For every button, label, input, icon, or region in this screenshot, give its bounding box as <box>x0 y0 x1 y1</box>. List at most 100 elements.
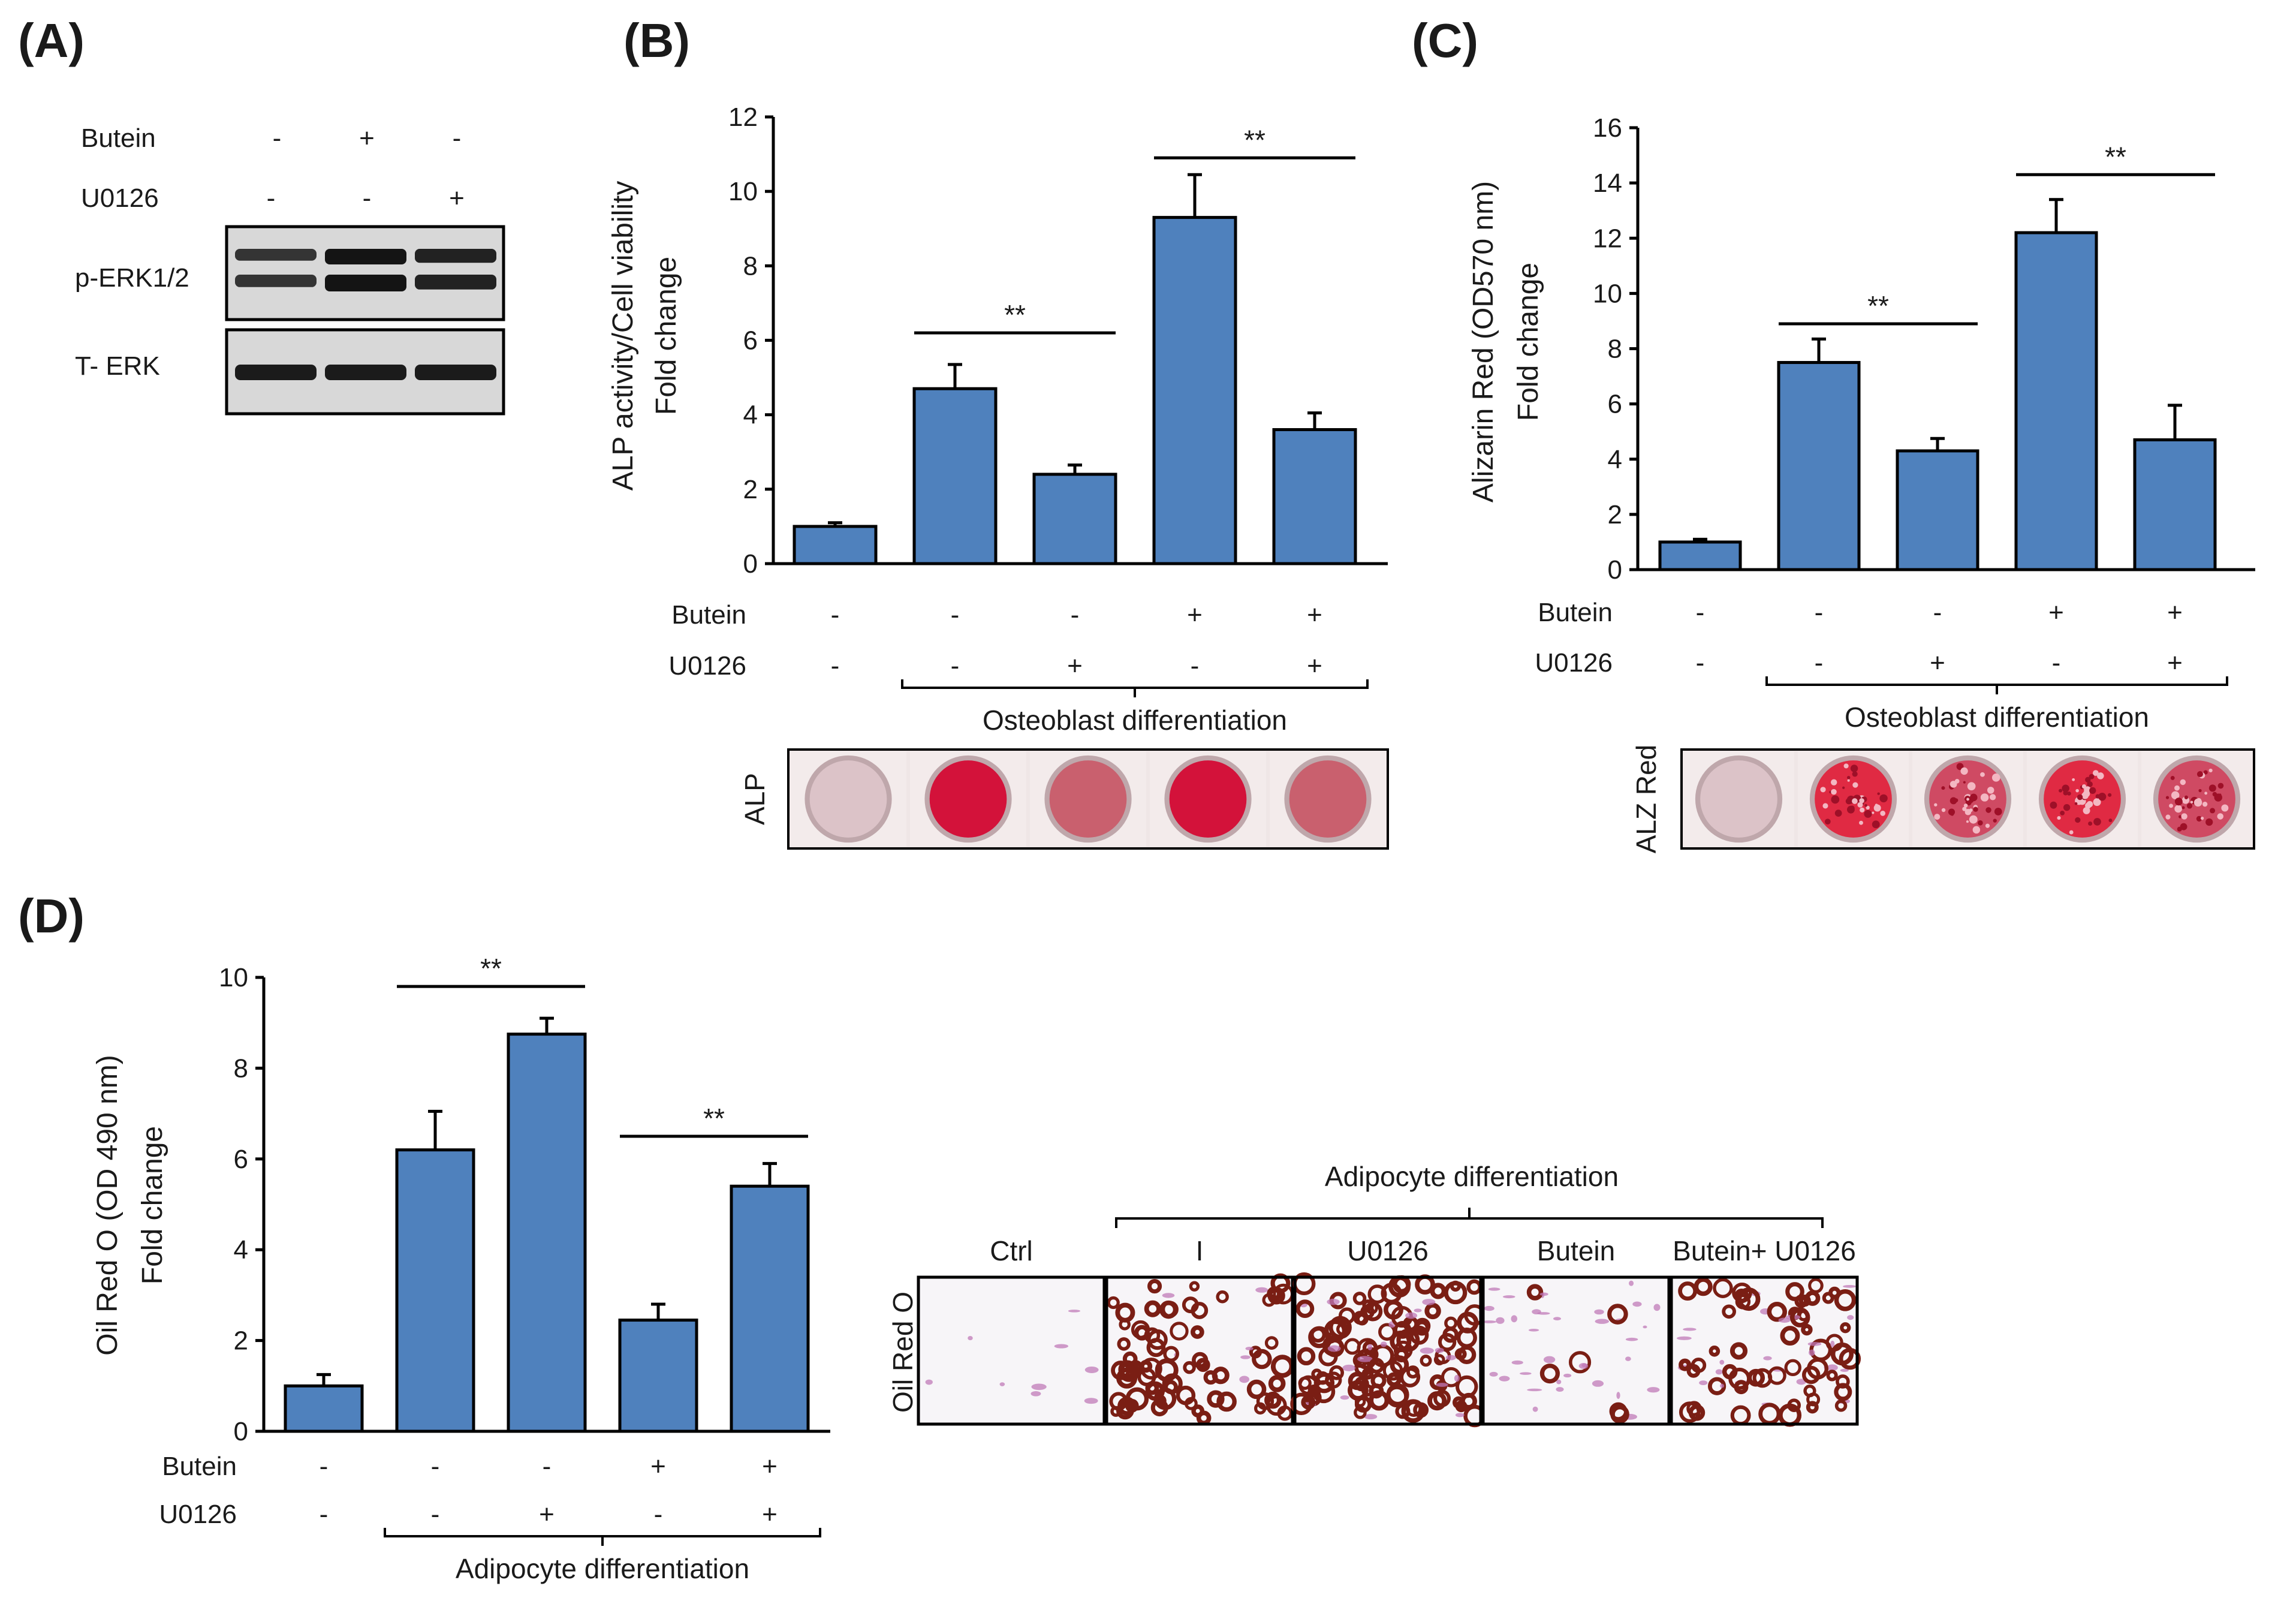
mineral-speck <box>2108 793 2112 797</box>
stained-cell <box>1357 1356 1373 1362</box>
mineral-speck <box>2098 792 2107 801</box>
mineral-speck <box>1846 775 1851 780</box>
mineral-speck <box>1864 803 1867 807</box>
stained-cell <box>1683 1328 1697 1331</box>
lipid-droplet <box>1785 1282 1804 1301</box>
lipid-droplet <box>1325 1332 1337 1344</box>
lipid-droplet <box>1450 1280 1462 1292</box>
stained-cell <box>1488 1287 1500 1291</box>
significance-marker: ** <box>1244 124 1265 155</box>
lipid-droplet <box>1184 1397 1198 1410</box>
mineral-speck <box>1875 803 1878 807</box>
stained-cell <box>1031 1391 1041 1397</box>
lipid-droplet <box>1290 1392 1313 1415</box>
band-terk <box>235 365 317 380</box>
stained-cell <box>1327 1298 1340 1305</box>
mineral-speck <box>2075 789 2079 793</box>
stained-cell <box>968 1335 973 1341</box>
butein-sign: + <box>2048 598 2064 627</box>
stained-cell <box>1632 1301 1642 1307</box>
mineral-speck <box>2097 772 2104 780</box>
row-label-butein: Butein <box>162 1452 237 1481</box>
mineral-speck <box>2180 779 2186 786</box>
lipid-droplet <box>1352 1292 1367 1305</box>
lipid-droplet <box>1401 1399 1426 1423</box>
mineral-speck <box>1852 782 1858 788</box>
y-tick-label: 10 <box>1593 279 1622 308</box>
bar <box>1777 361 1861 571</box>
lipid-droplet <box>1252 1349 1272 1370</box>
y-axis-label: ALP activity/Cell viability <box>607 181 639 491</box>
lipid-droplet <box>1191 1325 1204 1339</box>
stained-cell <box>1553 1317 1561 1320</box>
stained-cell <box>1676 1336 1692 1340</box>
micrograph-frame <box>1670 1275 1859 1426</box>
lipid-droplet <box>1444 1316 1458 1330</box>
lipid-droplet <box>1315 1371 1330 1385</box>
mineral-speck <box>1967 782 1976 791</box>
lipid-droplet <box>1399 1367 1421 1388</box>
lipid-droplet <box>1840 1322 1851 1334</box>
butein-sign: + <box>2167 598 2183 627</box>
mineral-speck <box>2083 806 2090 814</box>
y-tick-label: 10 <box>219 963 248 992</box>
blot-sign: + <box>359 124 375 153</box>
mineral-speck <box>1850 765 1858 772</box>
mineral-speck <box>2089 774 2095 780</box>
stained-cell <box>1809 1349 1815 1356</box>
butein-sign: + <box>1187 600 1203 630</box>
stained-cell <box>1840 1368 1849 1372</box>
stained-well <box>809 760 887 838</box>
micrograph-column-label: I <box>1196 1235 1204 1266</box>
stained-cell <box>1499 1376 1510 1382</box>
bar <box>730 1184 810 1433</box>
group-brace <box>384 1528 821 1546</box>
butein-sign: - <box>320 1452 329 1481</box>
lipid-droplet <box>1270 1273 1291 1293</box>
micrograph-column-label: Butein <box>1537 1235 1615 1266</box>
butein-sign: - <box>1071 600 1080 630</box>
lipid-droplet <box>1264 1391 1282 1409</box>
mineral-speck <box>2181 813 2187 820</box>
u0126-sign: + <box>1930 648 1945 678</box>
lipid-droplet <box>1607 1304 1628 1325</box>
u0126-sign: - <box>831 651 840 681</box>
stained-cell <box>1539 1292 1548 1296</box>
lipid-droplet <box>1780 1326 1800 1346</box>
stained-cell <box>1414 1308 1422 1313</box>
lipid-droplet <box>1196 1358 1210 1373</box>
y-tick-label: 4 <box>1608 445 1622 474</box>
mineral-speck <box>2075 817 2081 823</box>
y-tick-label: 6 <box>743 326 758 356</box>
lipid-droplet <box>1191 1302 1209 1319</box>
mineral-speck <box>2165 814 2171 820</box>
group-label: Osteoblast differentiation <box>1845 702 2149 733</box>
stained-cell <box>1827 1364 1838 1371</box>
lipid-droplet <box>1803 1384 1816 1398</box>
band-label-perk: p-ERK1/2 <box>75 263 189 293</box>
band-perk-lower <box>325 275 406 291</box>
bar <box>793 525 878 565</box>
lipid-droplet <box>1264 1336 1279 1350</box>
mineral-speck <box>1978 820 1983 826</box>
micrograph-column-label: Ctrl <box>990 1235 1033 1266</box>
stained-cell <box>1647 1387 1660 1393</box>
group-label: Osteoblast differentiation <box>983 705 1287 736</box>
y-tick-label: 2 <box>1608 500 1622 529</box>
lipid-droplet <box>1163 1346 1179 1362</box>
y-axis-label-2: Fold change <box>650 257 682 415</box>
y-tick-label: 4 <box>743 401 758 430</box>
stained-cell <box>1778 1317 1791 1323</box>
mineral-speck <box>1831 795 1840 804</box>
mineral-speck <box>1934 803 1938 806</box>
lipid-droplet <box>1807 1358 1829 1380</box>
mineral-speck <box>2057 816 2061 820</box>
stained-well <box>1169 760 1247 838</box>
lipid-droplet <box>1396 1328 1420 1352</box>
western-blot: Butein U0126 - + - - - + p-ERK1/2 T- ERK <box>75 124 505 416</box>
stained-cell <box>1616 1392 1620 1400</box>
band-perk-lower <box>415 275 496 290</box>
lipid-droplet <box>1161 1301 1179 1318</box>
u0126-sign: - <box>320 1500 329 1529</box>
mineral-speck <box>2108 818 2113 823</box>
